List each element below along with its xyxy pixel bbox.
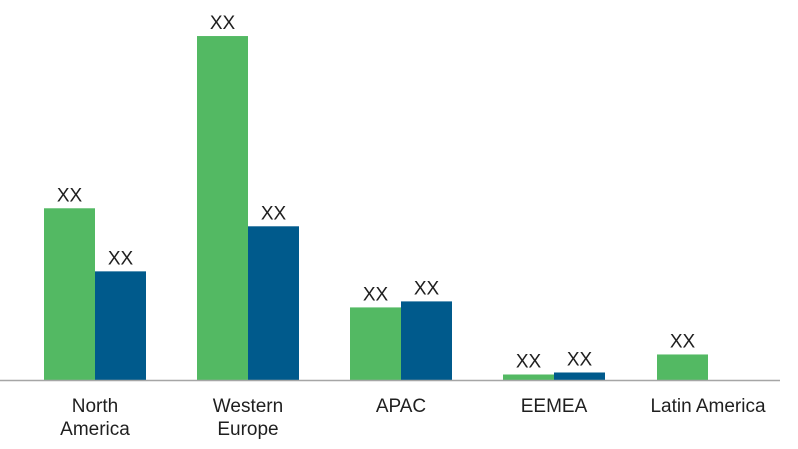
- data-labels-layer: XX XX XX XX XX XX XX XX XX: [57, 13, 696, 372]
- x-tick-label-1: North America: [60, 396, 130, 440]
- bar-series-2-category-1: [95, 271, 146, 381]
- bar-series-2-category-4: [554, 372, 605, 381]
- bar-series-1-category-5: [657, 354, 708, 381]
- x-tick-label-3: APAC: [376, 396, 426, 417]
- data-label-series-1-category-1: XX: [57, 185, 83, 206]
- x-tick-label-2-line-2: Europe: [217, 419, 278, 440]
- bar-series-1-category-2: [197, 36, 248, 381]
- data-label-series-2-category-4: XX: [567, 349, 593, 370]
- bar-series-1-category-1: [44, 208, 95, 381]
- x-tick-label-5: Latin America: [650, 396, 766, 417]
- data-label-series-1-category-5: XX: [670, 331, 696, 352]
- bar-series-1-category-3: [350, 307, 401, 381]
- data-label-series-1-category-3: XX: [363, 284, 389, 305]
- bar-series-2-category-3: [401, 301, 452, 381]
- x-tick-label-1-line-1: North: [72, 396, 118, 417]
- data-label-series-2-category-3: XX: [414, 278, 440, 299]
- x-tick-label-4: EEMEA: [521, 396, 588, 417]
- data-label-series-2-category-2: XX: [261, 203, 287, 224]
- bars-layer: [44, 36, 708, 381]
- x-tick-label-2: Western Europe: [213, 396, 283, 440]
- data-label-series-2-category-1: XX: [108, 248, 134, 269]
- bar-series-2-category-2: [248, 226, 299, 381]
- x-tick-label-4-line-1: EEMEA: [521, 396, 588, 417]
- data-label-series-1-category-4: XX: [516, 351, 542, 372]
- x-tick-label-3-line-1: APAC: [376, 396, 426, 417]
- data-label-series-1-category-2: XX: [210, 13, 236, 34]
- x-tick-label-2-line-1: Western: [213, 396, 283, 417]
- bar-series-1-category-4: [503, 374, 554, 381]
- x-tick-labels-layer: North America Western Europe APAC EEMEA Latin …: [60, 396, 766, 440]
- x-tick-label-5-line-1: Latin America: [650, 396, 766, 417]
- x-tick-label-1-line-2: America: [60, 419, 130, 440]
